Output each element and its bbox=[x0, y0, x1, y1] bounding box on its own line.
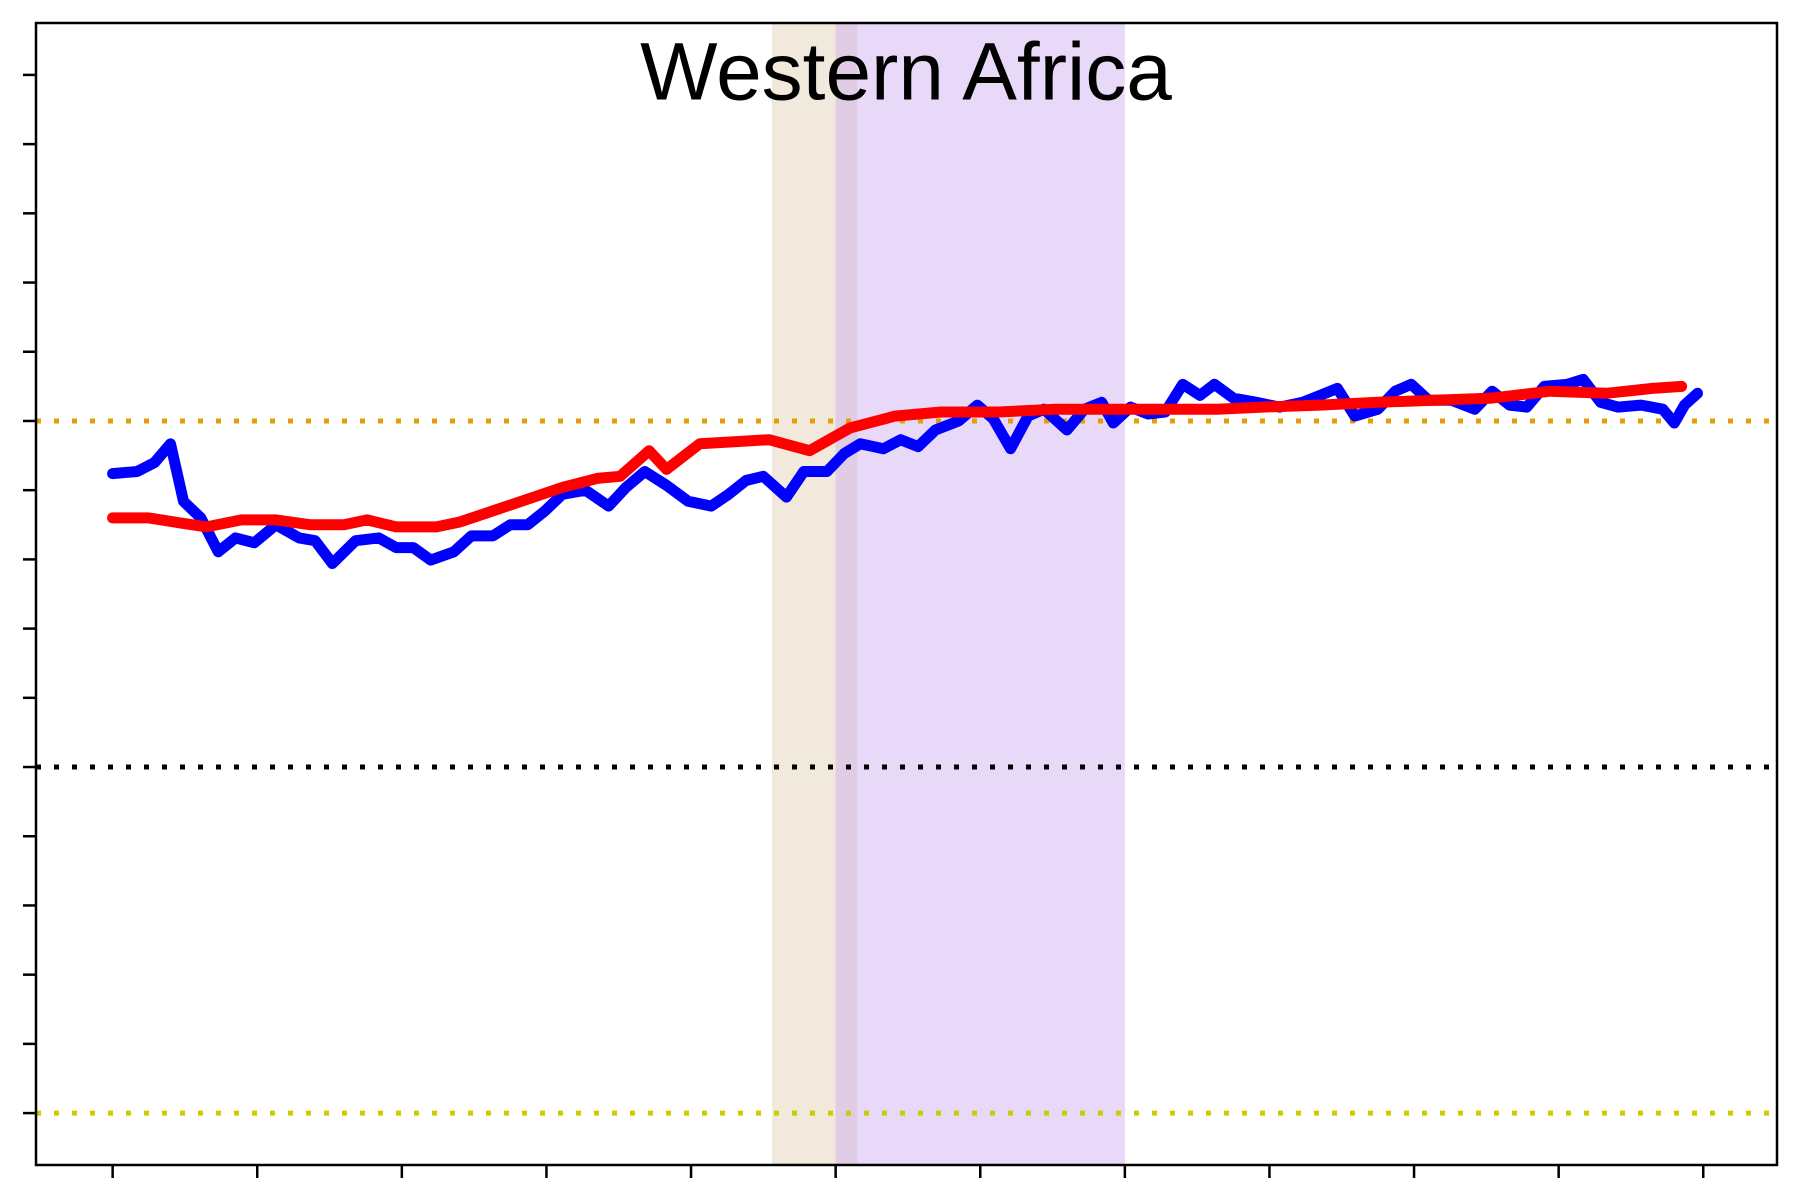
chart-title: Western Africa bbox=[640, 27, 1172, 118]
plot-frame bbox=[34, 21, 1779, 1167]
series-line bbox=[107, 380, 1688, 533]
shaded-region bbox=[835, 23, 1125, 1165]
shaded-region bbox=[772, 23, 858, 1165]
